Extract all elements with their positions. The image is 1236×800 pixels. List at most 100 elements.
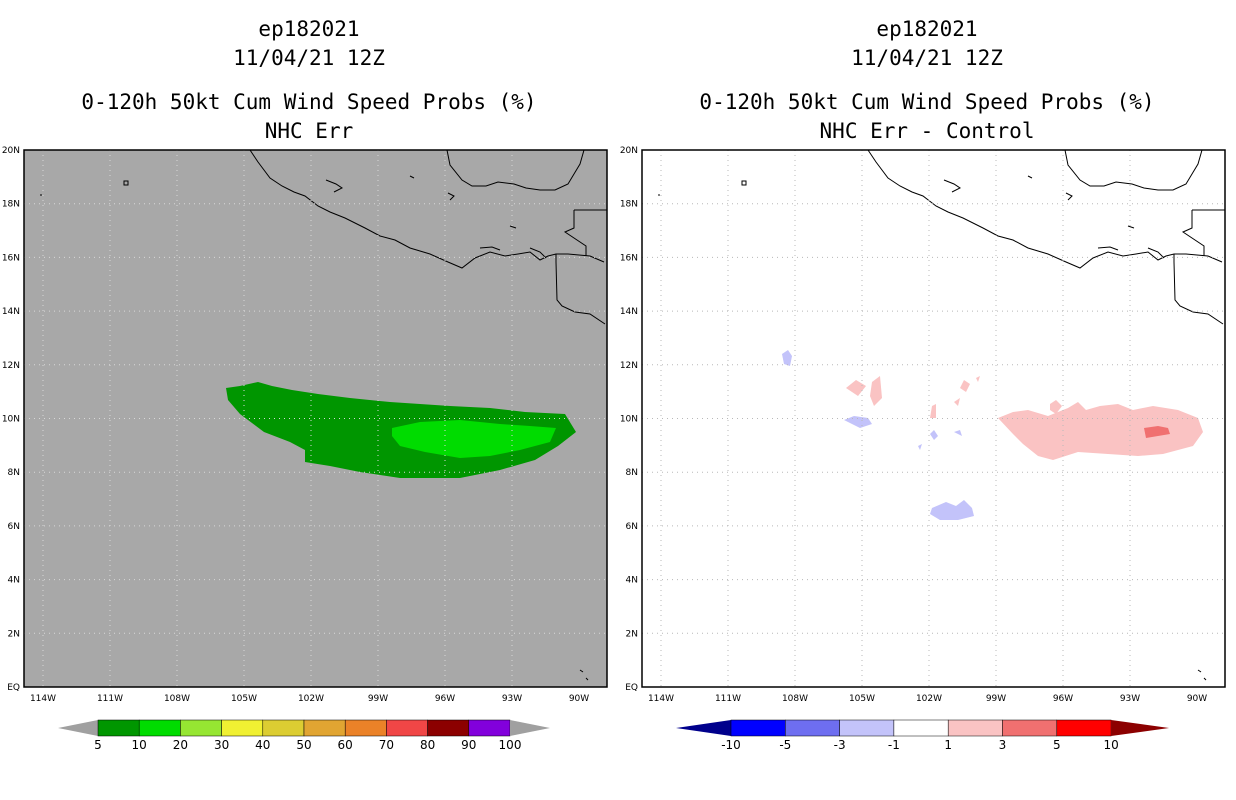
- legend-label: 20: [173, 738, 188, 752]
- product-title: 0-120h 50kt Cum Wind Speed Probs (%): [699, 90, 1155, 114]
- legend-label: -1: [888, 738, 900, 752]
- legend-swatch: [427, 719, 470, 737]
- lat-label: 20N: [2, 146, 20, 156]
- lat-label: EQ: [7, 683, 20, 693]
- diff-positive-main: [998, 402, 1203, 460]
- islands: [658, 175, 1207, 681]
- prob-contour-10: [392, 420, 556, 458]
- negative-difference-areas: [782, 350, 974, 520]
- diff-negative-blob: [930, 500, 974, 520]
- legend-high-arrow: [510, 720, 550, 736]
- lat-label: 14N: [2, 307, 20, 317]
- lat-label: 18N: [2, 200, 20, 210]
- lon-label: 96W: [435, 694, 455, 704]
- lat-lon-grid: [24, 150, 607, 687]
- lon-label: 111W: [97, 694, 123, 704]
- diff-positive-blob: [960, 380, 970, 392]
- lon-label: 105W: [849, 694, 875, 704]
- lat-lon-grid: [642, 150, 1225, 687]
- legend-swatch: [947, 719, 1003, 737]
- map-frame: [23, 149, 608, 688]
- legend-swatch: [221, 719, 264, 737]
- axis-labels: EQ 2N 4N 6N 8N 10N 12N 14N 16N 18N 20N 114W 111W 108W…: [2, 146, 589, 704]
- diff-positive-blob: [976, 376, 980, 382]
- right-map-panel: ep182021 11/04/21 12Z 0-120h 50kt Cum Wi…: [618, 0, 1236, 800]
- legend-swatch: [97, 719, 140, 737]
- lon-label: 99W: [986, 694, 1006, 704]
- lon-label: 108W: [164, 694, 190, 704]
- legend-label: 60: [338, 738, 353, 752]
- legend-swatch: [730, 719, 786, 737]
- coastline-isthmus: [555, 254, 606, 325]
- legend-label: 100: [499, 738, 522, 752]
- lat-label: 2N: [8, 629, 20, 639]
- lat-label: 12N: [2, 361, 20, 371]
- lat-label: 2N: [626, 629, 638, 639]
- legend-swatch: [1002, 719, 1058, 737]
- product-title: 0-120h 50kt Cum Wind Speed Probs (%): [81, 90, 537, 114]
- legend-label: -3: [834, 738, 846, 752]
- lat-label: 10N: [620, 415, 638, 425]
- lon-label: 102W: [298, 694, 324, 704]
- coastline-bay: [446, 149, 585, 191]
- axis-labels: EQ 2N 4N 6N 8N 10N 12N 14N 16N 18N 20N 114W 111W 108W…: [620, 146, 1207, 704]
- legend-label: 80: [420, 738, 435, 752]
- map-frame: [641, 149, 1226, 688]
- legend-swatch: [386, 719, 428, 737]
- color-legend: -10 -5 -3 -1 1 3 5 10: [676, 719, 1170, 752]
- legend-swatch: [180, 719, 222, 737]
- subtitle: NHC Err - Control: [819, 119, 1035, 143]
- legend-label: 3: [999, 738, 1007, 752]
- border-line: [563, 209, 607, 256]
- legend-label: 90: [461, 738, 476, 752]
- legend-label: 50: [296, 738, 311, 752]
- lat-label: 10N: [2, 415, 20, 425]
- subtitle: NHC Err: [264, 119, 354, 143]
- right-map-svg: EQ 2N 4N 6N 8N 10N 12N 14N 16N 18N 20N 114W 111W 108W…: [620, 146, 1226, 752]
- lat-label: 8N: [8, 468, 20, 478]
- datetime-title: 11/04/21 12Z: [233, 46, 385, 70]
- datetime-title: 11/04/21 12Z: [851, 46, 1003, 70]
- legend-label: 10: [132, 738, 147, 752]
- lon-label: 90W: [569, 694, 589, 704]
- lat-label: EQ: [625, 683, 638, 693]
- legend-swatch: [893, 719, 949, 737]
- lat-label: 6N: [8, 522, 20, 532]
- lon-label: 93W: [502, 694, 522, 704]
- diff-negative-blob: [782, 350, 792, 366]
- legend-swatch: [344, 719, 387, 737]
- legend-label: 30: [214, 738, 229, 752]
- color-legend: 5 10 20 30 40 50 60 70 80 90 100: [58, 719, 550, 752]
- diff-positive-blob: [930, 404, 936, 418]
- legend-label: 1: [944, 738, 952, 752]
- lat-label: 4N: [626, 576, 638, 586]
- storm-id-title: ep182021: [258, 17, 360, 41]
- diff-negative-blob: [844, 416, 872, 428]
- diff-negative-blob: [954, 430, 962, 436]
- diff-positive-strong: [1144, 426, 1170, 438]
- left-map-svg: EQ 2N 4N 6N 8N 10N 12N 14N 16N 18N 20N 114W 111W 108W…: [2, 146, 608, 752]
- legend-low-arrow: [58, 720, 98, 736]
- left-map-panel: ep182021 11/04/21 12Z 0-120h 50kt Cum Wi…: [2, 17, 608, 752]
- legend-swatch: [303, 719, 346, 737]
- lat-label: 6N: [626, 522, 638, 532]
- legend-swatch: [785, 719, 840, 737]
- legend-label: -10: [721, 738, 741, 752]
- legend-label: 5: [94, 738, 102, 752]
- legend-swatch: [839, 719, 895, 737]
- lon-label: 90W: [1187, 694, 1207, 704]
- legend-low-arrow: [676, 720, 731, 736]
- lat-label: 12N: [620, 361, 638, 371]
- diff-negative-blob: [930, 430, 938, 440]
- legend-label: -5: [779, 738, 791, 752]
- lon-label: 111W: [715, 694, 741, 704]
- lon-label: 114W: [648, 694, 674, 704]
- border-line: [1181, 209, 1225, 256]
- lon-label: 93W: [1120, 694, 1140, 704]
- legend-high-arrow: [1111, 720, 1170, 736]
- positive-difference-areas: [846, 376, 1203, 460]
- lon-label: 105W: [231, 694, 257, 704]
- islands: [40, 175, 589, 681]
- diff-positive-blob: [954, 398, 960, 406]
- legend-swatch: [468, 719, 511, 737]
